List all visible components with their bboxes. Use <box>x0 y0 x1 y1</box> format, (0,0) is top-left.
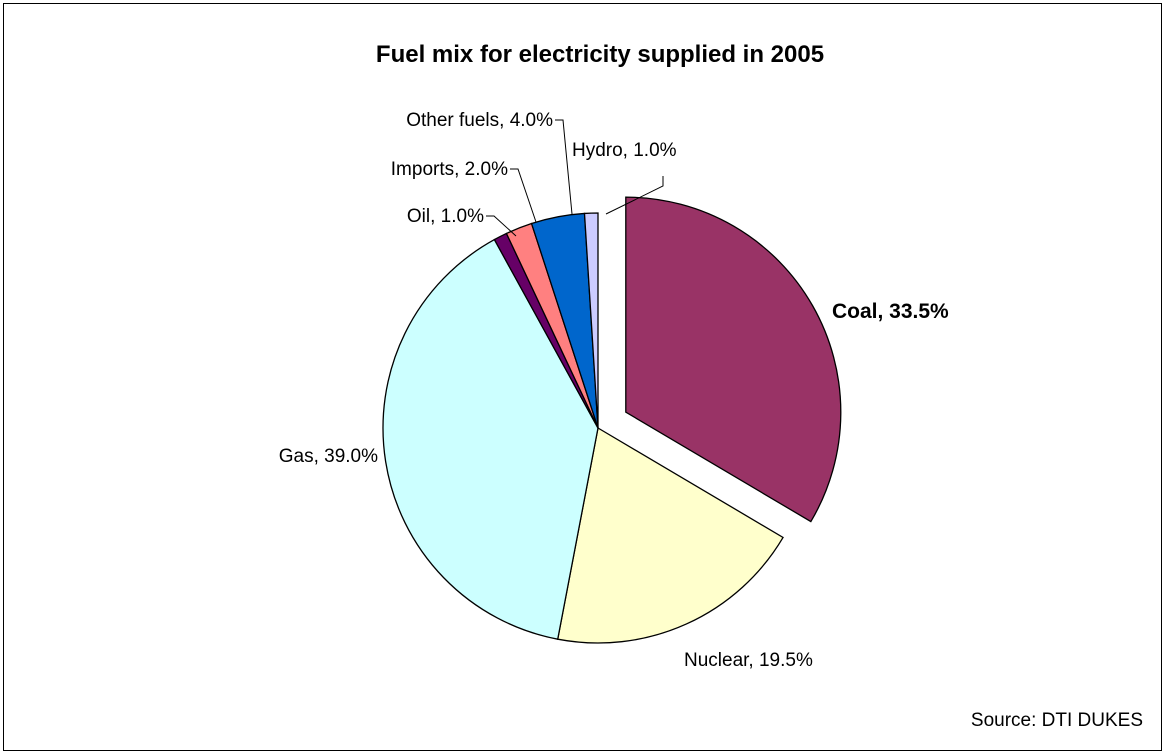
slice-label-nuclear: Nuclear, 19.5% <box>684 650 813 671</box>
slice-label-oil: Oil, 1.0% <box>407 206 484 227</box>
source-note: Source: DTI DUKES <box>971 710 1143 731</box>
chart-title: Fuel mix for electricity supplied in 200… <box>376 41 824 68</box>
slice-label-other-fuels: Other fuels, 4.0% <box>406 110 553 131</box>
pie-slices <box>383 197 841 643</box>
slice-label-gas: Gas, 39.0% <box>279 446 378 467</box>
leader-line-other-fuels <box>555 120 572 214</box>
slice-label-imports: Imports, 2.0% <box>391 159 508 180</box>
leader-line-imports <box>510 169 536 222</box>
slice-label-hydro: Hydro, 1.0% <box>572 140 677 161</box>
slice-label-coal: Coal, 33.5% <box>832 300 949 323</box>
